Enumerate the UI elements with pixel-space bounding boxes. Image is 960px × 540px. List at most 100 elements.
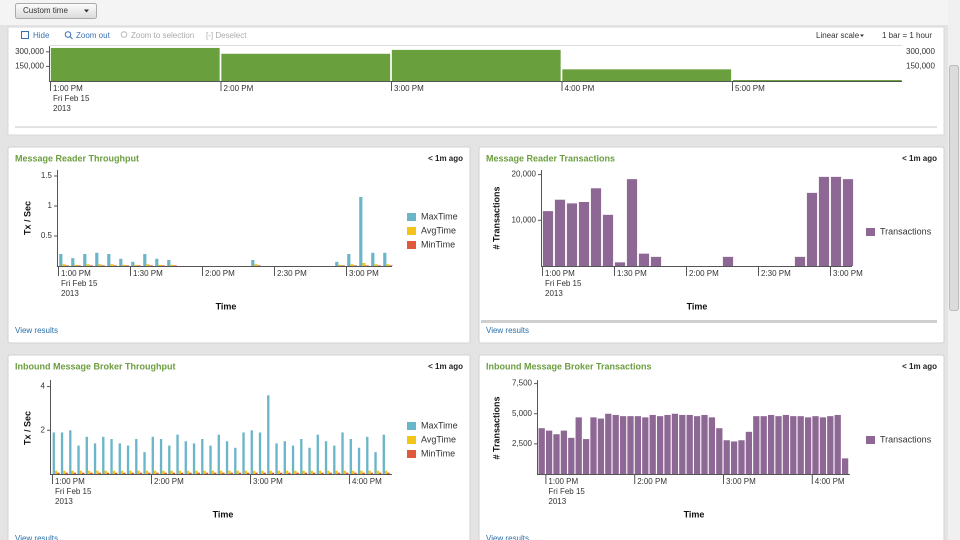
zoom-selection-icon	[120, 31, 128, 38]
bar	[730, 441, 738, 474]
bar	[230, 472, 233, 474]
y-tick-label-right: 300,000	[906, 47, 935, 56]
bar	[335, 261, 339, 266]
bar	[387, 472, 390, 474]
bar	[118, 443, 121, 474]
bar	[131, 472, 134, 474]
bar	[50, 47, 220, 81]
bar	[271, 472, 275, 474]
bar	[349, 439, 352, 474]
x-tick-label: 2:30 PM	[277, 269, 307, 278]
bar	[804, 417, 812, 474]
bar	[125, 265, 129, 266]
bar	[131, 261, 135, 266]
bar	[222, 472, 225, 474]
bar	[296, 472, 299, 474]
bar	[71, 470, 74, 474]
bar	[568, 437, 575, 474]
bar	[346, 472, 349, 474]
y-tick-label: 1.5	[41, 171, 53, 180]
x-date-label: 2013	[53, 104, 71, 113]
toolbar	[0, 0, 948, 25]
x-date-label: 2013	[61, 289, 79, 298]
bar	[228, 470, 231, 474]
bar	[122, 264, 126, 266]
x-date-label: 2013	[548, 497, 566, 506]
bar	[376, 470, 380, 474]
time-picker-label[interactable]: Custom time	[23, 6, 68, 15]
legend-label: Transactions	[880, 434, 932, 444]
bar	[115, 472, 118, 474]
bar	[211, 470, 215, 474]
bar	[149, 265, 153, 266]
bar	[649, 414, 656, 474]
bar	[343, 470, 347, 474]
x-tick-label: 5:00 PM	[735, 84, 765, 93]
x-tick-label: 2:00 PM	[154, 477, 184, 486]
bar	[830, 176, 842, 266]
panel-updated: < 1m ago	[902, 154, 937, 163]
bar	[184, 441, 187, 474]
panel-resize-bar[interactable]	[481, 320, 937, 323]
bar	[775, 416, 782, 474]
time-picker[interactable]	[15, 3, 97, 19]
bar	[173, 265, 177, 266]
x-tick-label: 2:30 PM	[761, 269, 791, 278]
bar	[841, 458, 849, 474]
bar	[797, 416, 804, 474]
bar	[384, 470, 388, 474]
view-results-link[interactable]: View results	[15, 534, 58, 540]
bar	[745, 431, 753, 474]
bar	[329, 472, 332, 474]
bar	[686, 414, 693, 474]
view-results-link[interactable]: View results	[486, 326, 529, 335]
bar	[69, 430, 72, 474]
bar	[338, 264, 342, 266]
bar	[627, 416, 634, 474]
zoom-out-icon[interactable]	[64, 31, 72, 38]
x-date-label: Fri Feb 15	[55, 487, 92, 496]
hide-icon[interactable]	[21, 31, 29, 39]
bar	[217, 434, 220, 474]
x-axis-title: Time	[687, 301, 708, 311]
panel	[7, 354, 471, 540]
scrollbar-thumb[interactable]	[949, 65, 959, 311]
bar	[819, 417, 827, 474]
x-tick-label: 3:00 PM	[349, 269, 379, 278]
panel-title: Inbound Message Broker Throughput	[15, 361, 176, 371]
legend-label: MaxTime	[421, 420, 458, 430]
zoom-out-button[interactable]: Zoom out	[76, 31, 111, 40]
bar	[693, 416, 701, 474]
bar	[172, 472, 176, 474]
scale-menu[interactable]: Linear scale	[816, 31, 860, 40]
y-axis-title: Tx / Sec	[22, 201, 32, 235]
bar	[77, 265, 81, 266]
y-tick-label: 7,500	[512, 379, 533, 388]
bar	[170, 470, 173, 474]
y-tick-label: 0.5	[41, 231, 53, 240]
hide-button[interactable]: Hide	[33, 31, 50, 40]
bar	[234, 447, 237, 474]
view-results-link[interactable]: View results	[486, 534, 529, 540]
bar	[261, 470, 264, 474]
bar	[545, 430, 553, 474]
bar	[257, 265, 261, 266]
bar	[723, 440, 730, 474]
bar	[362, 263, 366, 266]
bar	[178, 470, 182, 474]
bar	[156, 472, 159, 474]
bar	[341, 265, 345, 266]
legend-swatch	[866, 436, 875, 444]
bar	[350, 264, 354, 266]
bar	[106, 472, 110, 474]
bar	[139, 472, 143, 474]
legend-label: AvgTime	[421, 225, 456, 235]
bar	[98, 264, 102, 266]
bar	[238, 472, 242, 474]
bar	[269, 470, 272, 474]
view-results-link[interactable]: View results	[15, 326, 58, 335]
bar	[337, 472, 341, 474]
legend-label: MaxTime	[421, 211, 458, 221]
